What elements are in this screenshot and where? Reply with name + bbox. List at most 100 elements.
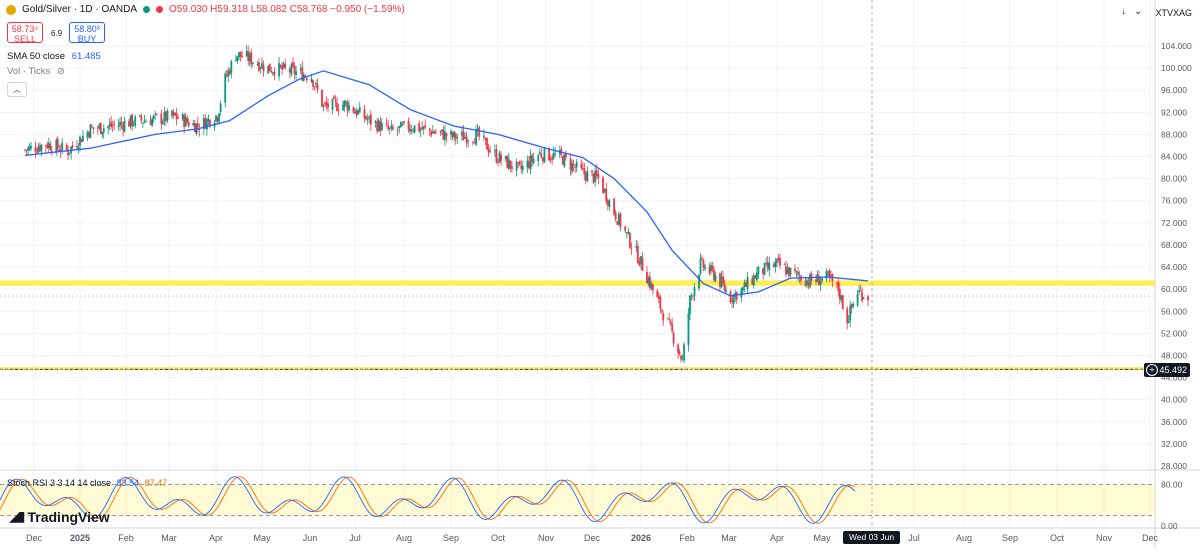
candle-body [354, 112, 356, 114]
candle-body [119, 122, 121, 126]
candle-body [572, 164, 575, 166]
collapse-legend-button[interactable]: ︿ [7, 82, 27, 97]
candle-body [134, 116, 137, 126]
candle-body [89, 124, 92, 139]
support-zone [0, 367, 1155, 371]
candle-body [456, 137, 459, 139]
candle-body [155, 113, 158, 115]
stoch-d-line [0, 476, 856, 524]
candle-body [363, 108, 366, 119]
time-tick-label: May [813, 533, 831, 543]
candle-body [433, 131, 436, 134]
time-tick-label: Jul [908, 533, 920, 543]
candle-body [238, 52, 240, 58]
flag-icon[interactable] [156, 6, 164, 13]
candle-body [336, 102, 338, 111]
candle-body [862, 297, 865, 299]
candle-body [245, 50, 248, 56]
candle-body [617, 213, 620, 225]
candle-body [592, 173, 595, 183]
candle-body [815, 279, 817, 282]
candle-body [321, 89, 323, 107]
candle-body [745, 282, 747, 287]
candle-body [657, 296, 660, 299]
candle-body [154, 113, 157, 115]
tradingview-logo[interactable]: ◢▮ TradingView [9, 508, 110, 525]
candle-body [698, 274, 700, 289]
candle-body [766, 262, 769, 269]
chevron-down-icon[interactable]: ⌄ [1134, 6, 1143, 17]
candle-body [671, 323, 674, 332]
candle-body [680, 355, 682, 360]
time-tick-label: Jun [303, 533, 318, 543]
buy-button[interactable]: 58.80³ BUY [69, 22, 105, 44]
candle-body [827, 272, 829, 274]
candle-body [47, 142, 50, 149]
time-tick-label: Sep [443, 533, 459, 543]
sell-button[interactable]: 58.73⁴ SELL [7, 22, 43, 44]
time-tick-label: Dec [584, 533, 601, 543]
candle-body [281, 65, 284, 70]
candle-body [163, 111, 166, 121]
candle-body [498, 152, 501, 163]
candle-body [858, 290, 860, 293]
symbol-title[interactable]: Gold/Silver · 1D · OANDA [22, 4, 138, 15]
candle-body [61, 142, 64, 151]
download-icon[interactable]: ↓ [1121, 6, 1126, 17]
candle-body [196, 123, 199, 128]
candle-body [835, 282, 838, 284]
candle-body [464, 136, 466, 139]
candle-body [49, 144, 52, 151]
sell-label: SELL [13, 34, 37, 44]
candle-body [641, 257, 644, 271]
candle-body [740, 288, 743, 298]
time-tick-label: May [253, 533, 271, 543]
candle-body [794, 268, 796, 271]
candle-body [128, 120, 130, 127]
candle-body [273, 71, 276, 76]
candle-body [517, 162, 520, 163]
candle-body [786, 268, 789, 274]
candle-body [251, 62, 254, 64]
candle-body [666, 318, 669, 320]
candle-body [690, 295, 693, 297]
candle-body [442, 130, 445, 140]
candle-body [37, 147, 40, 152]
candle-body [719, 273, 721, 288]
price-tick-label: 64.000 [1161, 262, 1187, 272]
candle-body [261, 63, 263, 69]
volume-legend[interactable]: Vol · Ticks ⊘ [7, 66, 65, 77]
candle-body [768, 262, 771, 270]
sma-legend[interactable]: SMA 50 close 61.485 [7, 51, 101, 62]
candle-body [207, 118, 210, 121]
candle-body [450, 131, 452, 135]
candle-body [193, 123, 196, 133]
candle-body [552, 152, 555, 159]
candle-body [247, 51, 250, 62]
candle-body [783, 264, 786, 266]
candle-body [278, 62, 280, 77]
crosshair-price-tag[interactable]: + 45.492 [1144, 363, 1190, 377]
eye-off-icon[interactable]: ⊘ [56, 66, 65, 77]
candle-body [518, 161, 521, 165]
candle-body [506, 155, 509, 168]
candle-body [334, 99, 337, 102]
candle-body [467, 140, 470, 142]
sma-label: SMA 50 close [7, 51, 66, 62]
candle-body [797, 271, 799, 276]
sma-value: 61.485 [71, 51, 101, 62]
candle-body [646, 272, 648, 284]
time-axis: Dec 2025 Feb Mar Apr May Jun Jul Aug Sep Oct Nov Dec… [26, 533, 1159, 543]
stoch-legend[interactable]: Stoch RSI 3 3 14 14 close 83.54 87.47 [7, 478, 167, 488]
candle-body [86, 131, 89, 138]
candle-body [343, 100, 346, 107]
stoch-k-value: 83.54 [116, 478, 140, 488]
candle-body [352, 107, 355, 113]
add-alert-icon[interactable]: + [1146, 364, 1158, 376]
candle-body [65, 144, 68, 150]
candle-body [279, 65, 282, 67]
candle-body [659, 296, 662, 309]
candle-body [581, 167, 584, 169]
time-tick-label: Sep [1002, 533, 1018, 543]
